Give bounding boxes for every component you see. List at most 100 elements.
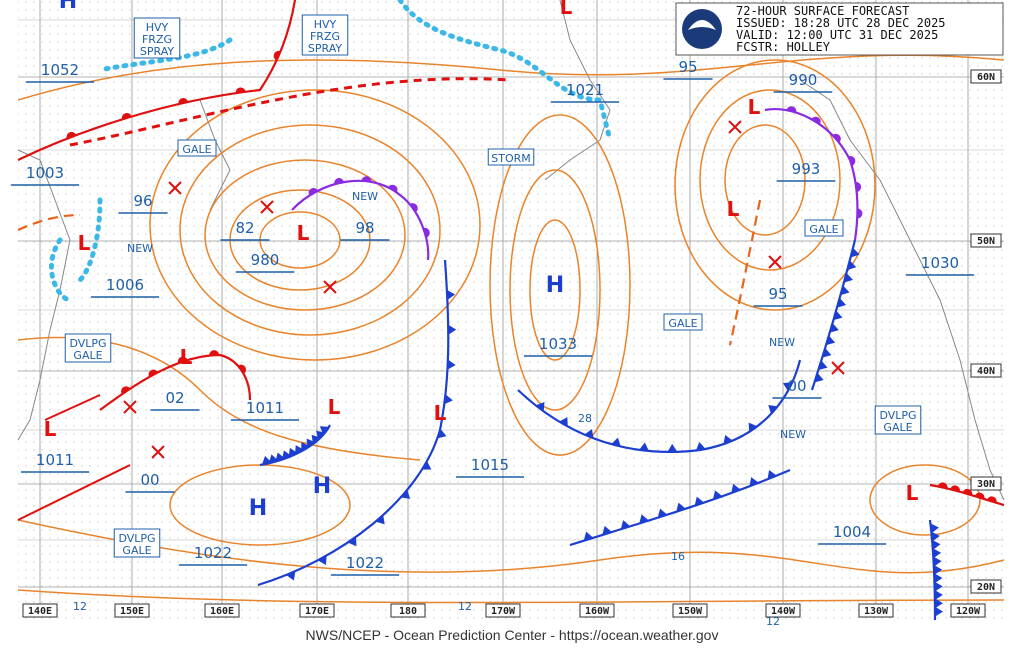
front-symbol: [931, 531, 940, 542]
warm-front-semicircle: [986, 496, 997, 503]
cold-front-triangle: [301, 442, 310, 452]
low-center: L: [78, 231, 91, 255]
warning-text: STORM: [491, 152, 531, 165]
warm-front-semicircle: [409, 203, 418, 213]
cold-front-triangle: [934, 606, 943, 617]
high-center: H: [313, 474, 331, 499]
longitude-label-box: [858, 603, 894, 618]
front-symbol: [768, 405, 778, 415]
pressure-label: 95: [768, 285, 787, 303]
front-symbol: [620, 520, 631, 530]
pressure-label: 00: [140, 471, 159, 489]
cold-front-triangle: [667, 443, 678, 453]
warm-front-semicircle: [209, 350, 220, 356]
front-symbol: [286, 571, 296, 581]
longitude-label: 160W: [585, 606, 610, 617]
front-symbol: [148, 369, 158, 377]
front-symbol: [535, 401, 545, 412]
front-symbol: [676, 502, 686, 512]
low-track-x: [768, 255, 782, 269]
longitude-label: 130W: [864, 606, 889, 617]
latitude-label-box: [970, 233, 1002, 248]
front-symbol: [275, 452, 285, 462]
cold-front-triangle: [712, 490, 723, 500]
front-symbol: [822, 348, 832, 358]
front-symbol: [937, 482, 948, 489]
header-box: [675, 2, 1004, 56]
front-symbol: [447, 359, 456, 370]
warning-box: [64, 333, 112, 363]
cold-front-triangle: [814, 372, 824, 383]
low-track-x: [831, 361, 845, 375]
front-symbol: [767, 470, 777, 480]
front-symbol: [347, 536, 357, 547]
cold-front-triangle: [822, 348, 832, 358]
cold-front-triangle: [767, 470, 777, 480]
cold-front-triangle: [347, 536, 357, 547]
front-symbol: [818, 360, 828, 370]
cold-front-triangle: [306, 438, 316, 449]
front-symbol: [840, 285, 850, 296]
warm-front-semicircle: [361, 176, 372, 182]
warning-text: GALE: [73, 349, 102, 362]
front-symbol: [695, 442, 706, 451]
cold-front-triangle: [847, 260, 857, 271]
longitude-label-box: [390, 603, 426, 618]
pressure-label: 1030: [921, 254, 959, 272]
warm-front-semicircle: [811, 116, 821, 125]
warm-front-semicircle: [121, 113, 132, 120]
front-symbol: [934, 581, 943, 592]
warning-text: SPRAY: [308, 42, 342, 55]
cold-front-triangle: [933, 564, 943, 575]
longitude-label: 150W: [678, 606, 703, 617]
cold-front-triangle: [723, 434, 733, 445]
front-symbol: [836, 298, 847, 308]
cold-front-triangle: [282, 450, 292, 460]
front-symbol: [306, 438, 316, 449]
cold-front-triangle: [444, 394, 453, 405]
cold-front-triangle: [818, 360, 828, 370]
cold-front-triangle: [934, 598, 943, 609]
front-symbol: [583, 531, 594, 541]
cold-front-triangle: [611, 437, 621, 447]
pressure-label: 993: [792, 160, 821, 178]
pressure-label: 96: [133, 192, 152, 210]
low-center: L: [727, 197, 740, 221]
cold-front-triangle: [694, 496, 705, 506]
front-symbol: [559, 417, 568, 427]
warm-front-semicircle: [308, 188, 318, 196]
front-symbol: [409, 203, 418, 213]
longitude-label-box: [299, 603, 335, 618]
warning-text: HVY: [314, 18, 337, 31]
cold-front-triangle: [850, 247, 860, 258]
contour-label: 12: [73, 600, 87, 613]
warm-front-semicircle: [238, 364, 247, 374]
header-issued: ISSUED: 18:28 UTC 28 DEC 2025: [736, 16, 946, 30]
longitude-label-box: [114, 603, 150, 618]
warm-front-semicircle: [148, 369, 158, 377]
low-center: L: [44, 417, 57, 441]
cold-front-triangle: [749, 477, 759, 487]
front-symbols: [66, 50, 997, 617]
cold-front-triangle: [583, 531, 594, 541]
cold-front-triangle: [931, 531, 940, 542]
cold-front-triangle: [934, 573, 943, 584]
pressure-label: 1003: [26, 164, 64, 182]
cold-front-triangle: [833, 310, 843, 321]
front-symbol: [848, 156, 856, 166]
pressure-label: 82: [235, 219, 254, 237]
warm-front-semicircle: [950, 485, 960, 492]
longitude-label: 180: [399, 606, 417, 617]
cold-front-triangle: [638, 442, 649, 452]
cold-front-triangle: [319, 426, 330, 436]
cold-front-triangle: [933, 556, 942, 567]
pressure-label: 1052: [41, 61, 79, 79]
low-track-x: [260, 200, 274, 214]
front-symbol: [238, 364, 247, 374]
warning-text: FRZG: [142, 33, 172, 46]
warning-box: [663, 313, 703, 331]
cold-front-triangle: [602, 525, 612, 535]
longitude-label-box: [765, 603, 801, 618]
latitude-label-box: [970, 579, 1002, 594]
